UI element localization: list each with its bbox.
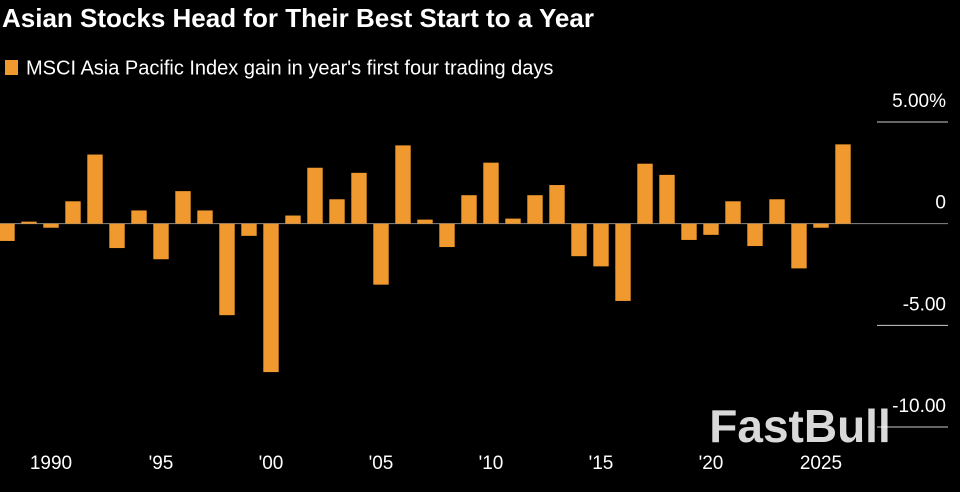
bar xyxy=(0,223,15,241)
x-tick-label: '05 xyxy=(369,453,394,474)
bar xyxy=(175,191,191,224)
bar xyxy=(395,145,411,224)
chart-title: Asian Stocks Head for Their Best Start t… xyxy=(2,3,594,33)
bar xyxy=(571,223,587,257)
bar xyxy=(263,223,279,373)
bar xyxy=(87,154,103,224)
bar xyxy=(43,223,59,228)
x-tick-label: 2025 xyxy=(800,453,842,474)
bar xyxy=(835,144,851,224)
bar xyxy=(681,223,697,240)
bar xyxy=(219,223,235,316)
bar xyxy=(483,162,499,224)
bar xyxy=(351,172,367,224)
bar xyxy=(373,223,389,285)
bar xyxy=(769,199,785,224)
bar xyxy=(791,223,807,269)
y-tick-label: -5.00 xyxy=(903,294,946,315)
bar xyxy=(439,223,455,248)
x-tick-label: '00 xyxy=(259,453,284,474)
x-tick-label: '95 xyxy=(149,453,174,474)
bar xyxy=(593,223,609,267)
bar xyxy=(197,210,213,224)
watermark: FastBull xyxy=(709,400,890,452)
bar xyxy=(461,195,477,224)
x-tick-label: '15 xyxy=(589,453,614,474)
x-tick-label: '20 xyxy=(699,453,724,474)
bar xyxy=(637,163,653,224)
bar xyxy=(329,199,345,224)
y-tick-label: -10.00 xyxy=(892,396,946,417)
bar xyxy=(241,223,257,236)
bar xyxy=(659,174,675,224)
bar xyxy=(21,221,37,224)
bar xyxy=(747,223,763,247)
bar xyxy=(505,218,521,224)
bar xyxy=(527,195,543,224)
bar xyxy=(131,210,147,224)
bar xyxy=(549,185,565,224)
x-tick-label: '10 xyxy=(479,453,504,474)
bar xyxy=(703,223,719,235)
bar xyxy=(153,223,169,260)
y-tick-label: 5.00% xyxy=(892,91,946,112)
bar xyxy=(65,201,81,224)
legend-swatch xyxy=(5,60,18,75)
bar xyxy=(813,223,829,228)
bar xyxy=(109,223,125,249)
bar xyxy=(307,167,323,224)
legend-label: MSCI Asia Pacific Index gain in year's f… xyxy=(26,57,553,79)
y-tick-label: 0 xyxy=(935,193,946,214)
bar xyxy=(725,201,741,224)
bar xyxy=(615,223,631,301)
bar xyxy=(285,215,301,224)
bar xyxy=(417,219,433,224)
x-tick-label: 1990 xyxy=(30,453,72,474)
